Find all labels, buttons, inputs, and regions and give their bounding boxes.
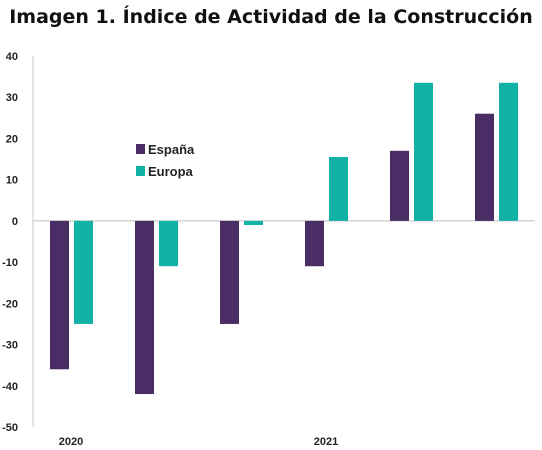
y-tick-labels: 40 30 20 10 0 -10 -20 -30 -40 -50 xyxy=(2,51,18,434)
legend: España Europa xyxy=(136,142,195,179)
bar-series1 xyxy=(50,220,69,370)
y-tick-label: -30 xyxy=(2,340,18,352)
bar-series2 xyxy=(74,220,93,324)
legend-swatch xyxy=(136,144,145,154)
y-tick-label: -20 xyxy=(2,298,18,310)
chart-title: Imagen 1. Índice de Actividad de la Cons… xyxy=(9,6,533,28)
y-tick-label: -40 xyxy=(2,381,18,393)
y-tick-label: 10 xyxy=(6,175,18,187)
y-tick-label: -10 xyxy=(2,257,18,269)
y-tick-label: 30 xyxy=(6,92,18,104)
bar-series1 xyxy=(390,150,409,221)
bars xyxy=(50,82,518,395)
bar-series1 xyxy=(475,113,494,221)
bar-series2 xyxy=(414,82,433,221)
legend-label: España xyxy=(148,142,195,157)
bar-series1 xyxy=(305,220,324,267)
bar-series2 xyxy=(499,82,518,221)
axes xyxy=(32,56,535,427)
y-tick-label: 0 xyxy=(12,216,18,228)
bar-series1 xyxy=(220,220,239,324)
x-tick-labels: 2020 2021 xyxy=(59,436,338,448)
bar-series1 xyxy=(135,220,154,395)
x-group-label: 2021 xyxy=(314,436,338,448)
y-tick-label: 40 xyxy=(6,51,18,63)
bar-series2 xyxy=(159,220,178,267)
x-group-label: 2020 xyxy=(59,436,83,448)
legend-swatch xyxy=(136,166,145,176)
legend-label: Europa xyxy=(148,164,194,179)
bar-series2 xyxy=(329,156,348,221)
y-tick-label: -50 xyxy=(2,422,18,434)
bar-series2 xyxy=(244,220,263,226)
y-tick-label: 20 xyxy=(6,133,18,145)
